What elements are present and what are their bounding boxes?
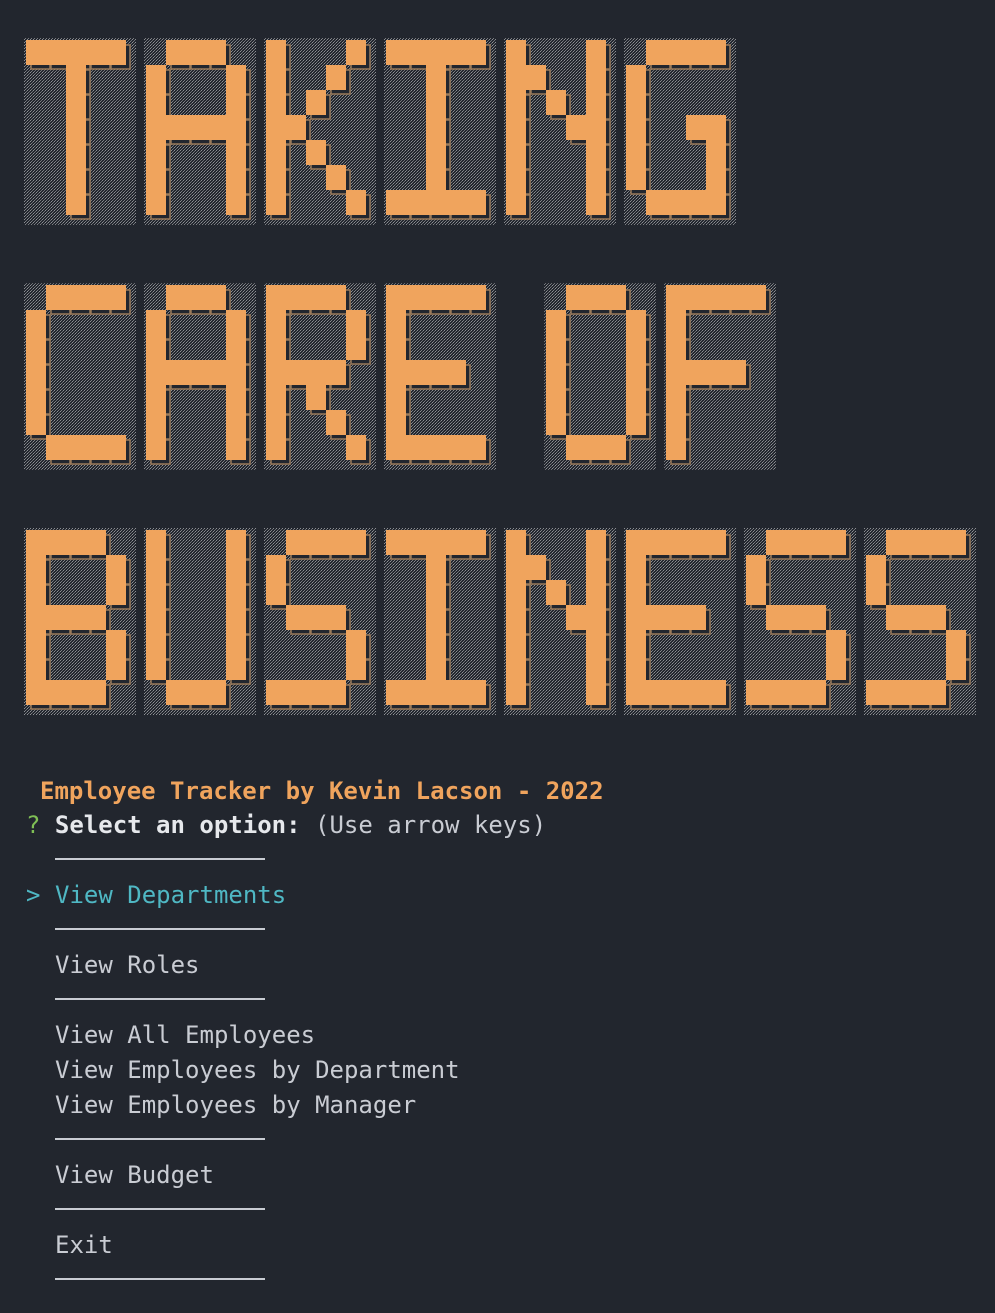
- banner-letter-c: [24, 283, 136, 470]
- menu-item-view-roles[interactable]: View Roles: [26, 948, 200, 983]
- banner-letter-b: [24, 528, 136, 715]
- prompt-question: Select an option:: [54, 811, 301, 839]
- menu-item-view-all-employees[interactable]: View All Employees: [26, 1018, 315, 1053]
- menu-separator: [55, 928, 265, 930]
- banner-letter-f: [664, 283, 776, 470]
- app-subtitle: Employee Tracker by Kevin Lacson - 2022: [40, 777, 604, 805]
- banner-letter-a: [144, 38, 256, 225]
- banner-letter-e: [624, 528, 736, 715]
- menu-item-view-employees-by-department[interactable]: View Employees by Department: [26, 1053, 460, 1088]
- prompt-line: ? Select an option: (Use arrow keys): [26, 808, 546, 843]
- menu-item-label: Exit: [55, 1231, 113, 1259]
- menu-item-label: View Budget: [55, 1161, 214, 1189]
- banner-letter-n: [504, 528, 616, 715]
- banner-letter-s: [264, 528, 376, 715]
- banner-letter-n: [504, 38, 616, 225]
- menu-separator: [55, 858, 265, 860]
- question-mark-icon: ?: [26, 811, 41, 839]
- menu-separator: [55, 1278, 265, 1280]
- menu-item-label: View Employees by Department: [55, 1056, 460, 1084]
- menu-separator: [55, 998, 265, 1000]
- banner-letter-a: [144, 283, 256, 470]
- menu-separator: [55, 1138, 265, 1140]
- banner-line-3: [24, 528, 976, 715]
- menu-item-view-departments[interactable]: > View Departments: [26, 878, 286, 913]
- banner-letter-i: [384, 38, 496, 225]
- banner-line-2: [24, 283, 776, 470]
- menu-item-exit[interactable]: Exit: [26, 1228, 113, 1263]
- menu-item-view-budget[interactable]: View Budget: [26, 1158, 214, 1193]
- menu-item-label: View Employees by Manager: [55, 1091, 417, 1119]
- prompt-hint: (Use arrow keys): [315, 811, 547, 839]
- menu-item-view-employees-by-manager[interactable]: View Employees by Manager: [26, 1088, 416, 1123]
- banner-letter-r: [264, 283, 376, 470]
- banner-letter-o: [544, 283, 656, 470]
- menu-separator: [55, 1208, 265, 1210]
- banner-letter-u: [144, 528, 256, 715]
- banner-letter-t: [24, 38, 136, 225]
- pointer-icon: >: [26, 881, 41, 909]
- menu-item-label: View Roles: [55, 951, 200, 979]
- banner-letter-s: [864, 528, 976, 715]
- menu-item-label: View Departments: [55, 881, 287, 909]
- ascii-art-banner: [24, 38, 976, 715]
- banner-letter-k: [264, 38, 376, 225]
- banner-letter-g: [624, 38, 736, 225]
- banner-line-1: [24, 38, 736, 225]
- banner-letter-i: [384, 528, 496, 715]
- menu-item-label: View All Employees: [55, 1021, 316, 1049]
- banner-letter-s: [744, 528, 856, 715]
- banner-letter-e: [384, 283, 496, 470]
